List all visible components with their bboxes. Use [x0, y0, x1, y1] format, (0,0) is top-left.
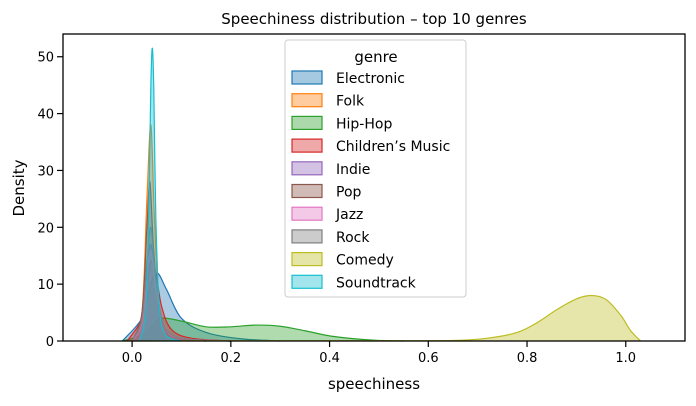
legend-box	[284, 39, 467, 298]
legend-swatch-electronic	[291, 70, 323, 85]
legend-label-hip-hop: Hip-Hop	[336, 116, 392, 132]
line-soundtrack	[138, 47, 182, 342]
legend-label-comedy: Comedy	[336, 253, 394, 269]
legend-swatch-jazz	[291, 206, 323, 221]
y-axis-ticks: 0 10 20 30 40 50	[37, 51, 63, 350]
line-electronic	[121, 272, 281, 342]
x-tick-label: 0.6	[418, 351, 439, 366]
area-children-s-music	[127, 261, 231, 341]
x-tick-label: 0.4	[319, 351, 340, 366]
area-pop	[132, 181, 207, 341]
x-tick-label: 1.0	[615, 351, 636, 366]
area-comedy	[132, 295, 641, 341]
legend: genre Electronic Folk Hip-Hop Children’s Mu…	[284, 39, 467, 298]
legend-swatch-comedy	[291, 252, 323, 267]
line-rock	[131, 226, 231, 342]
y-tick-label: 40	[37, 108, 54, 123]
legend-items: Electronic Folk Hip-Hop Children’s Music Ind…	[291, 70, 450, 291]
legend-label-electronic: Electronic	[336, 71, 405, 87]
legend-label-children-s-music: Children’s Music	[336, 139, 450, 155]
area-jazz	[132, 250, 231, 341]
area-folk	[132, 124, 207, 342]
x-axis-label: speechiness	[328, 375, 420, 393]
x-tick-label: 0.2	[220, 351, 241, 366]
y-tick-label: 10	[37, 278, 54, 293]
x-tick-label: 0.8	[517, 351, 538, 366]
legend-swatch-children-s-music	[291, 138, 323, 153]
y-tick-label: 0	[46, 335, 54, 350]
legend-swatch-hip-hop	[291, 115, 323, 131]
axes-frame	[62, 33, 686, 342]
x-tick-label: 0.0	[122, 351, 143, 366]
y-tick-label: 50	[37, 51, 54, 66]
legend-label-jazz: Jazz	[335, 207, 363, 223]
legend-swatch-pop	[291, 183, 323, 199]
legend-label-pop: Pop	[336, 185, 362, 201]
density-areas	[121, 47, 642, 342]
area-soundtrack	[139, 48, 182, 341]
legend-swatch-rock	[291, 229, 323, 244]
y-axis-label: Density	[10, 159, 28, 216]
area-indie	[132, 244, 231, 341]
legend-title: genre	[354, 48, 397, 66]
area-hip-hop	[122, 318, 404, 341]
legend-swatch-soundtrack	[291, 274, 323, 289]
area-rock	[132, 227, 231, 341]
line-hip-hop	[122, 317, 404, 342]
legend-label-folk: Folk	[336, 94, 365, 110]
legend-label-soundtrack: Soundtrack	[336, 275, 417, 291]
legend-swatch-indie	[291, 161, 323, 176]
legend-label-indie: Indie	[336, 162, 370, 178]
x-axis-ticks: 0.0 0.2 0.4 0.6 0.8 1.0	[122, 341, 636, 366]
legend-label-rock: Rock	[336, 230, 370, 246]
legend-swatch-folk	[291, 93, 323, 108]
chart-title: Speechiness distribution – top 10 genres	[221, 10, 527, 28]
y-tick-label: 30	[37, 164, 54, 179]
y-tick-label: 20	[37, 221, 54, 236]
